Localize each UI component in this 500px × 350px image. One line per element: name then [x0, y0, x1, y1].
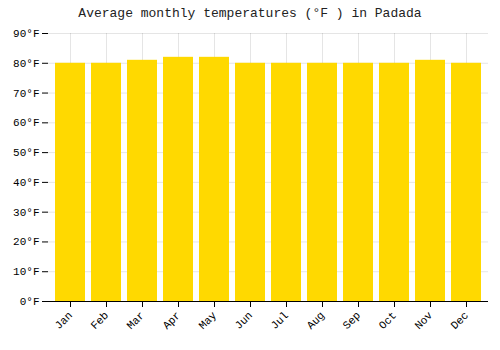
svg-text:Jun: Jun	[233, 309, 255, 331]
svg-text:90°F: 90°F	[13, 28, 39, 40]
svg-text:70°F: 70°F	[13, 88, 39, 100]
svg-text:Jul: Jul	[269, 309, 291, 331]
svg-text:30°F: 30°F	[13, 207, 39, 219]
html-text:Average monthly temperatures (: Average monthly temperatures (°F ) in Pa…	[78, 6, 422, 21]
svg-text:0°F: 0°F	[20, 296, 40, 308]
svg-text:Aug: Aug	[305, 309, 327, 331]
svg-text:Oct: Oct	[377, 309, 399, 331]
svg-text:80°F: 80°F	[13, 58, 39, 70]
svg-text:20°F: 20°F	[13, 236, 39, 248]
svg-text:Nov: Nov	[413, 309, 436, 332]
svg-text:Apr: Apr	[161, 309, 183, 331]
svg-text:40°F: 40°F	[13, 177, 39, 189]
svg-text:60°F: 60°F	[13, 117, 39, 129]
svg-text:Dec: Dec	[449, 309, 471, 331]
svg-text:Jan: Jan	[53, 309, 75, 331]
svg-text:10°F: 10°F	[13, 266, 39, 278]
svg-text:May: May	[197, 309, 220, 332]
svg-text:Feb: Feb	[89, 309, 111, 331]
svg-text:50°F: 50°F	[13, 147, 39, 159]
svg-text:Sep: Sep	[341, 309, 363, 331]
svg-text:Mar: Mar	[125, 309, 147, 331]
